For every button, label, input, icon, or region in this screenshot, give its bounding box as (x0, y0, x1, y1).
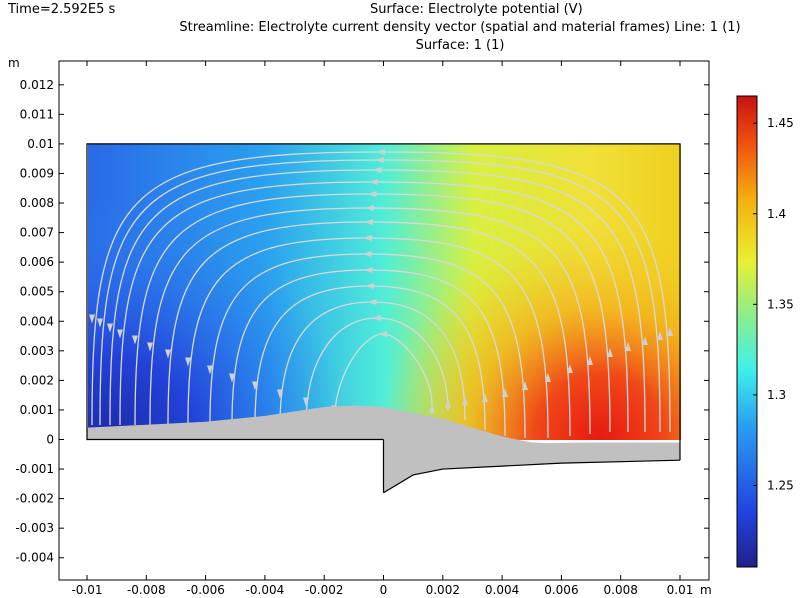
streamline-arrow (367, 191, 377, 197)
colorbar-tick-label: 1.45 (767, 116, 794, 130)
streamline-arrow (303, 397, 309, 407)
y-tick-label: 0.002 (20, 373, 54, 387)
streamline-arrow (364, 219, 374, 225)
streamline-arrow (147, 342, 153, 352)
y-tick-label: 0.004 (20, 314, 54, 328)
y-tick-label: 0.01 (27, 137, 54, 151)
colorbar-tick-label: 1.25 (767, 478, 794, 492)
plot-title-surface: Surface: Electrolyte potential (V) (370, 2, 583, 17)
streamline-arrow (97, 318, 103, 328)
streamline-arrow (207, 365, 213, 375)
plot-title-streamline: Streamline: Electrolyte current density … (179, 20, 741, 35)
streamline-arrow (462, 396, 468, 406)
time-label: Time=2.592E5 s (8, 2, 116, 17)
x-axis-unit-label: m (700, 583, 712, 597)
streamline-arrow (378, 331, 388, 337)
streamline-arrow (229, 373, 235, 383)
x-tick-label: -0.008 (127, 583, 166, 597)
streamline-arrow (545, 373, 551, 383)
streamline-arrow (365, 205, 375, 211)
y-tick-label: -0.003 (15, 521, 54, 535)
x-axis: -0.01 -0.008 -0.006 -0.004 -0.002 0 0.002 0.004… (71, 61, 693, 597)
y-tick-label: -0.002 (15, 492, 54, 506)
streamline-arrow (372, 315, 382, 321)
streamline-arrow (587, 356, 593, 366)
x-tick-label: -0.01 (71, 583, 102, 597)
y-tick-label: 0 (46, 433, 54, 447)
colorbar-tick-label: 1.3 (767, 388, 786, 402)
colorbar-tick-label: 1.35 (767, 297, 794, 311)
x-tick-label: 0 (380, 583, 388, 597)
streamline-arrow (567, 364, 573, 374)
streamline-arrow (165, 349, 171, 359)
streamline-arrow (365, 283, 375, 289)
streamline-arrow (445, 399, 451, 409)
streamline-arrow (429, 404, 435, 414)
x-tick-label: -0.002 (305, 583, 344, 597)
y-tick-label: 0.009 (20, 166, 54, 180)
y-tick-label: -0.001 (15, 462, 54, 476)
streamline-arrow (277, 389, 283, 399)
y-axis: -0.004 -0.003 -0.002 -0.001 0 0.001 0.002 0.003… (15, 78, 709, 565)
streamline-arrow (132, 335, 138, 345)
streamline-arrow (667, 327, 673, 337)
x-tick-label: 0.006 (544, 583, 578, 597)
x-tick-label: -0.004 (246, 583, 285, 597)
streamline-arrow (369, 179, 379, 185)
y-tick-label: 0.001 (20, 403, 54, 417)
y-tick-label: 0.005 (20, 285, 54, 299)
streamline-arrow (642, 336, 648, 346)
streamline-arrow (362, 251, 372, 257)
y-tick-label: 0.008 (20, 196, 54, 210)
y-tick-label: -0.004 (15, 551, 54, 565)
y-tick-label: 0.006 (20, 255, 54, 269)
streamline-arrow (252, 381, 258, 391)
streamline-arrow (375, 157, 385, 163)
x-tick-label: -0.006 (186, 583, 225, 597)
streamline-arrow (367, 299, 377, 305)
x-tick-label: 0.008 (604, 583, 638, 597)
streamline-arrow (185, 357, 191, 367)
streamline-arrow (482, 393, 488, 403)
streamline-arrow (117, 329, 123, 339)
streamline-arrow (372, 167, 382, 173)
streamlines (89, 149, 673, 439)
x-tick-label: 0.002 (426, 583, 460, 597)
streamline-arrow (657, 331, 663, 341)
potential-surface (88, 144, 681, 440)
streamline-arrow (376, 149, 386, 155)
plot-title-surface-2: Surface: 1 (1) (415, 38, 505, 53)
y-tick-label: 0.003 (20, 344, 54, 358)
streamline-arrow (522, 381, 528, 391)
electrode-bottom-line (383, 459, 681, 494)
colorbar (736, 95, 758, 568)
y-tick-label: 0.011 (20, 107, 54, 121)
streamline-arrow (363, 235, 373, 241)
x-tick-label: 0.004 (485, 583, 519, 597)
colorbar-ticks: 1.25 1.3 1.35 1.4 1.45 (753, 116, 794, 492)
y-tick-label: 0.007 (20, 226, 54, 240)
y-tick-label: 0.012 (20, 78, 54, 92)
streamline-arrow (363, 267, 373, 273)
x-tick-label: 0.01 (667, 583, 694, 597)
streamline-arrow (502, 388, 508, 398)
domain-outline (86, 143, 681, 493)
streamline-arrow (625, 342, 631, 352)
streamline-arrow (107, 323, 113, 333)
streamline-arrow (89, 314, 95, 324)
y-axis-unit-label: m (8, 56, 20, 70)
streamline-arrow (607, 348, 613, 358)
colorbar-tick-label: 1.4 (767, 207, 786, 221)
